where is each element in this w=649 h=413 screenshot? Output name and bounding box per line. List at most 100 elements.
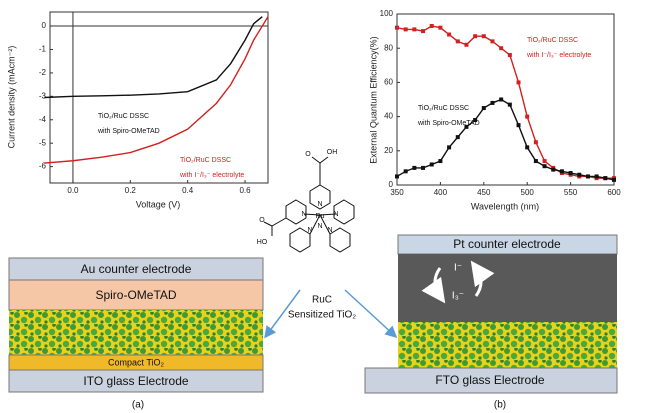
atom: Ru bbox=[316, 213, 325, 220]
y-tick-label: 20 bbox=[384, 146, 393, 155]
annotation: with I⁻/I₃⁻ electrolyte bbox=[179, 172, 244, 179]
marker bbox=[603, 176, 608, 181]
marker bbox=[412, 27, 417, 32]
atom: O bbox=[305, 151, 311, 158]
x-tick-label: 0.6 bbox=[239, 186, 251, 195]
x-tick-label: 550 bbox=[564, 188, 578, 197]
marker bbox=[542, 164, 547, 169]
y-tick-label: -1 bbox=[39, 45, 47, 54]
series-line bbox=[44, 16, 269, 164]
layer bbox=[8, 279, 264, 311]
marker bbox=[412, 165, 417, 170]
marker bbox=[395, 174, 399, 179]
x-tick-label: 0.4 bbox=[182, 186, 194, 195]
caption: (b) bbox=[494, 400, 506, 411]
layer-label: Spiro-OMeTAD bbox=[95, 288, 176, 302]
marker bbox=[438, 159, 443, 164]
molecule: OH O HO O N N Ru N N N N bbox=[257, 149, 355, 253]
center-label: RuC bbox=[312, 295, 332, 306]
atom: HO bbox=[257, 239, 268, 246]
marker bbox=[551, 167, 556, 172]
atom: N bbox=[317, 223, 322, 230]
marker bbox=[516, 80, 521, 85]
atom: N bbox=[333, 211, 338, 218]
layer bbox=[8, 369, 264, 393]
marker bbox=[507, 102, 512, 107]
marker bbox=[499, 97, 504, 102]
marker bbox=[525, 114, 530, 119]
redox-label: I⁻ bbox=[454, 263, 462, 274]
arrow bbox=[344, 289, 398, 339]
left-device: Au counter electrode Spiro-OMeTAD Compac… bbox=[8, 257, 264, 411]
redox-arrow bbox=[470, 260, 495, 297]
marker bbox=[507, 53, 512, 58]
y-tick-label: -5 bbox=[39, 138, 47, 147]
marker bbox=[525, 145, 530, 150]
series-line bbox=[44, 16, 263, 99]
marker bbox=[421, 29, 426, 34]
marker bbox=[403, 27, 408, 32]
marker bbox=[464, 124, 469, 129]
ring bbox=[289, 227, 351, 253]
bond bbox=[303, 213, 337, 235]
y-tick-label: 0 bbox=[42, 21, 47, 30]
atom: N bbox=[317, 201, 322, 208]
layer bbox=[364, 367, 618, 394]
ring bbox=[309, 156, 331, 210]
atom: OH bbox=[327, 149, 338, 156]
y-tick-label: 60 bbox=[384, 78, 393, 87]
redox-label: I₃⁻ bbox=[452, 291, 464, 302]
y-axis-label: External Quantum Efficiency(%) bbox=[368, 36, 378, 163]
x-axis-label: Wavelength (nm) bbox=[471, 201, 539, 211]
layer bbox=[398, 322, 617, 368]
marker bbox=[533, 159, 538, 164]
marker bbox=[447, 145, 452, 150]
x-tick-label: 0.0 bbox=[67, 186, 79, 195]
marker bbox=[516, 123, 521, 128]
annotation: TiO₂/RuC DSSC bbox=[98, 113, 149, 120]
marker bbox=[481, 34, 486, 39]
layer-label: Compact TiO₂ bbox=[108, 357, 165, 367]
marker bbox=[395, 25, 399, 30]
marker bbox=[473, 34, 478, 39]
caption: (a) bbox=[132, 400, 144, 411]
marker bbox=[533, 140, 538, 145]
marker bbox=[455, 135, 460, 140]
center-label: Sensitized TiO₂ bbox=[288, 310, 356, 321]
layer bbox=[9, 310, 263, 355]
atom: N bbox=[301, 211, 306, 218]
marker bbox=[585, 174, 590, 179]
ring bbox=[333, 199, 355, 225]
redox-arrow bbox=[421, 267, 446, 304]
x-tick-label: 600 bbox=[607, 188, 621, 197]
annotation: TiO₂/RuC DSSC bbox=[180, 157, 231, 164]
y-tick-label: 40 bbox=[384, 112, 393, 121]
y-tick-label: 80 bbox=[384, 43, 393, 52]
annotation: with Spiro-OMeTAD bbox=[97, 128, 160, 135]
layer-label: Au counter electrode bbox=[81, 262, 192, 276]
y-axis-label: Current density (mAcm⁻²) bbox=[6, 46, 16, 149]
ring bbox=[263, 199, 307, 236]
layer-label: FTO glass Electrode bbox=[435, 373, 544, 387]
x-tick-label: 0.2 bbox=[125, 186, 137, 195]
electrolyte bbox=[398, 254, 617, 322]
atom: N bbox=[307, 227, 312, 234]
annotation: with Spiro-OMeTAD bbox=[417, 120, 480, 127]
marker bbox=[403, 169, 408, 174]
plot-frame bbox=[49, 11, 269, 184]
annotation: TiO₂/RuC DSSC bbox=[418, 105, 469, 112]
x-tick-label: 350 bbox=[390, 188, 404, 197]
y-tick-label: -3 bbox=[39, 91, 47, 100]
layer-label: ITO glass Electrode bbox=[83, 374, 188, 388]
marker bbox=[464, 42, 469, 47]
atom: N bbox=[327, 227, 332, 234]
marker bbox=[447, 32, 452, 37]
annotation: with I⁻/I₃⁻ electrolyte bbox=[526, 52, 591, 59]
marker bbox=[542, 159, 547, 164]
arrow bbox=[264, 289, 301, 339]
marker bbox=[421, 165, 426, 170]
y-tick-label: -6 bbox=[39, 162, 47, 171]
x-tick-label: 400 bbox=[434, 188, 448, 197]
marker bbox=[568, 171, 573, 176]
